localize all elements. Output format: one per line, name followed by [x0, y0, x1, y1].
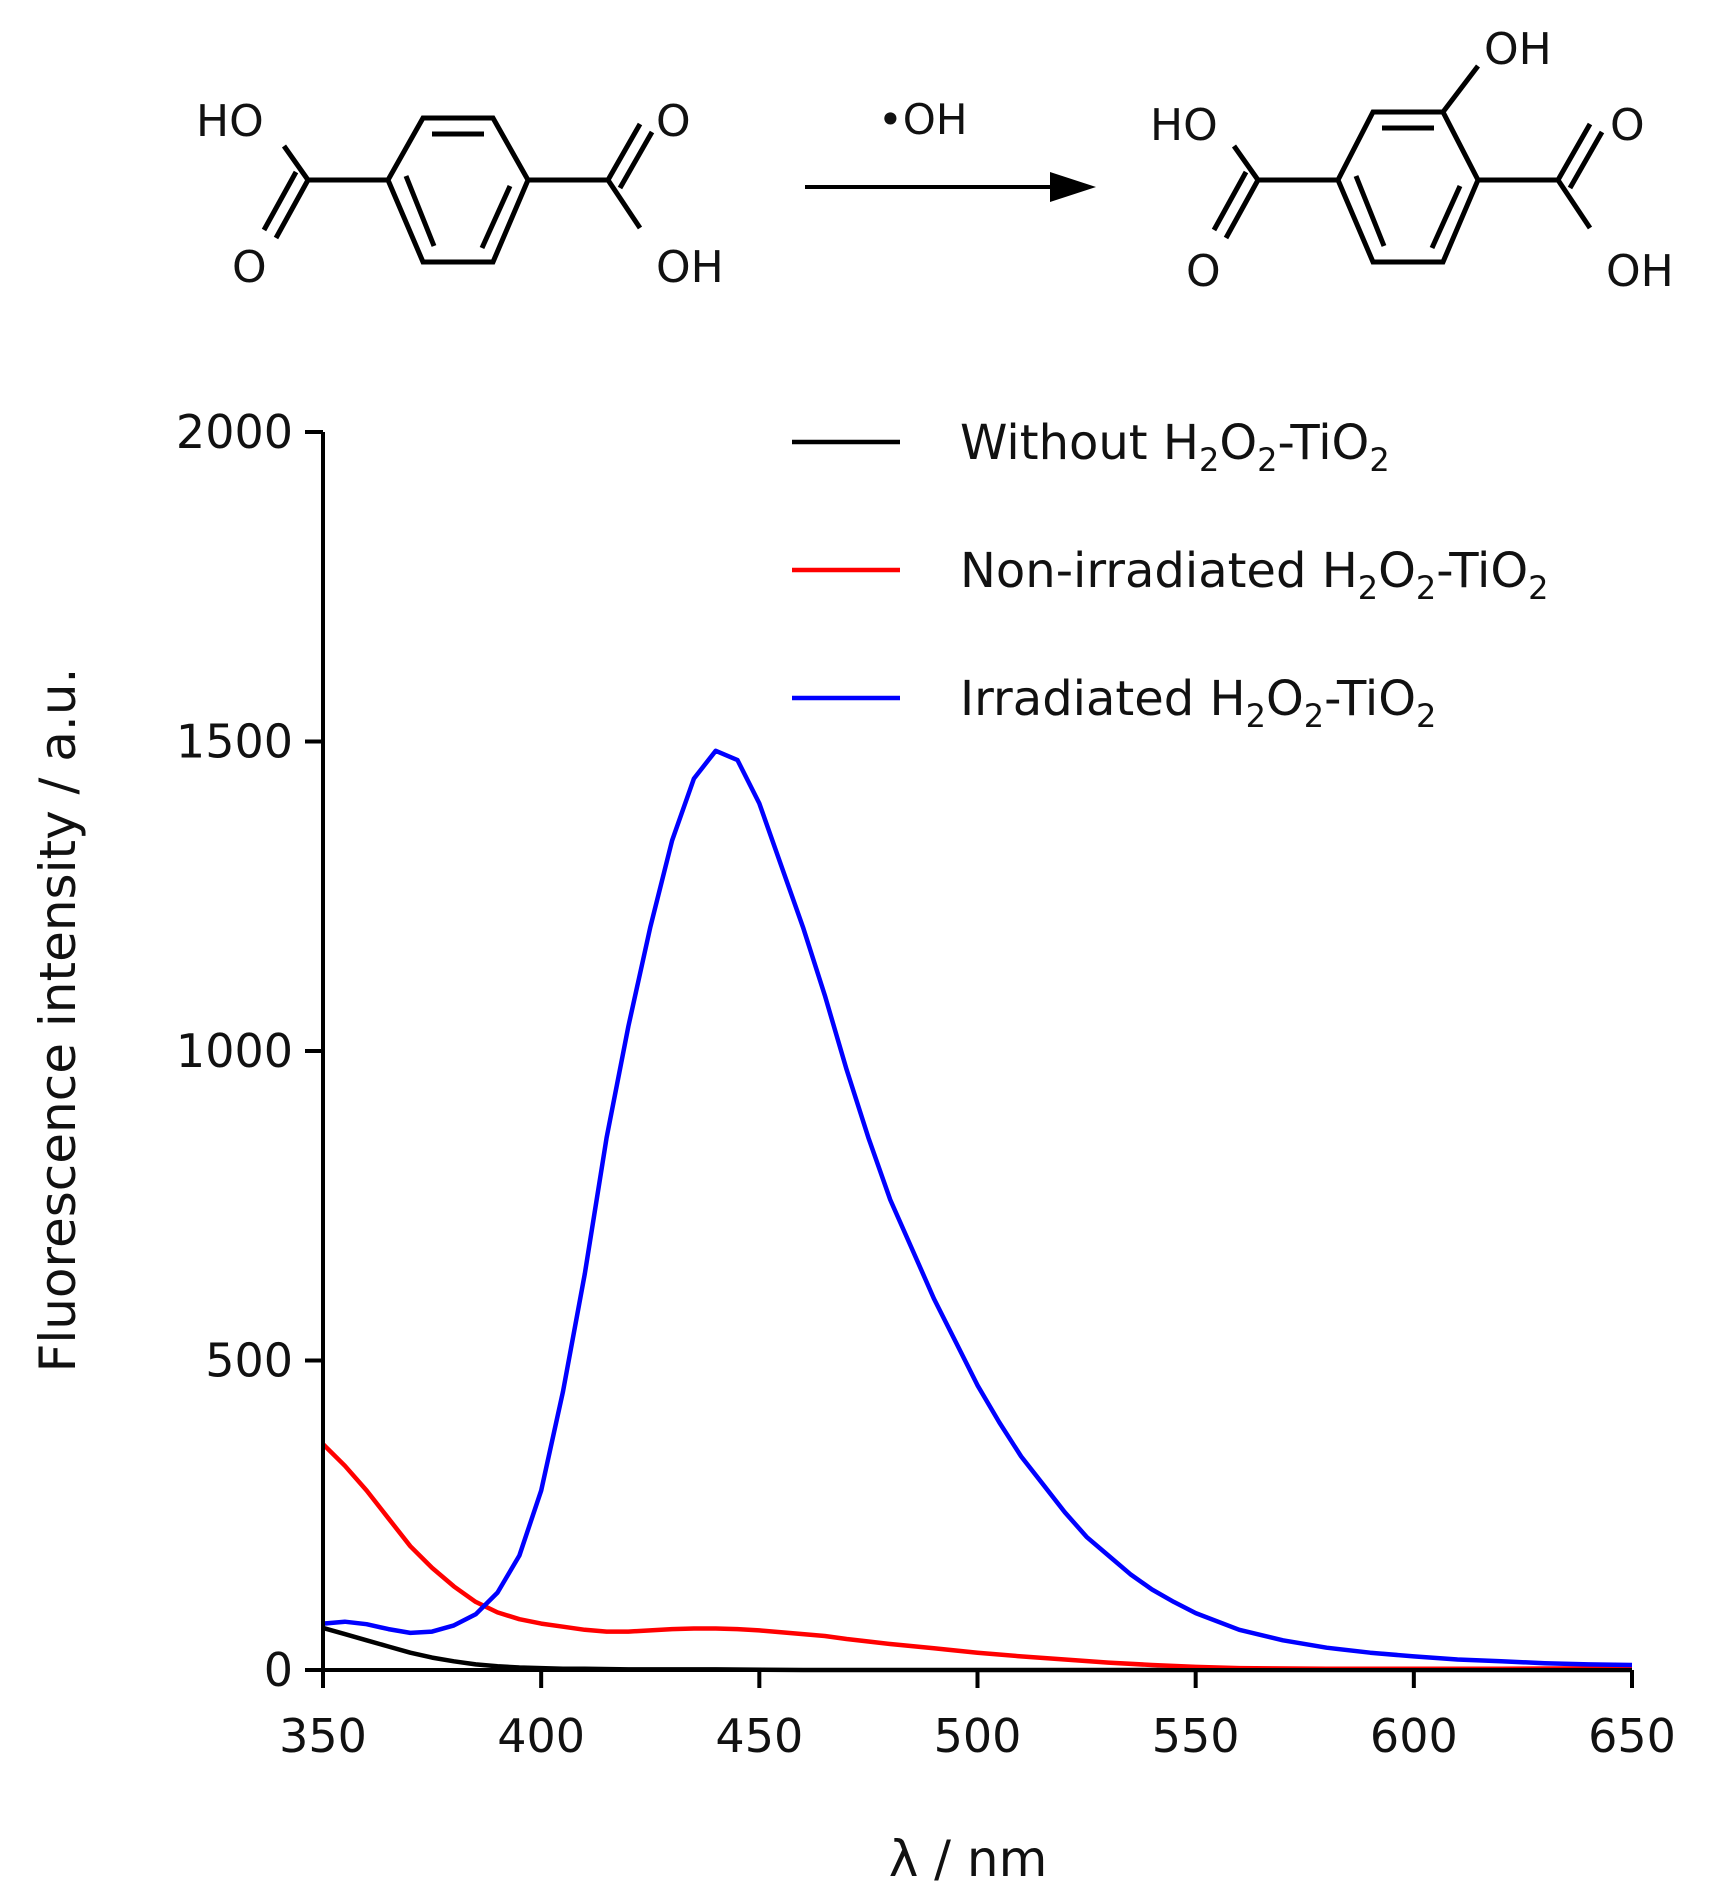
product-left-carbonyl-oxygen: O [1186, 246, 1221, 297]
legend: Without H2O2-TiO2 Non-irradiated H2O2-TiO… [792, 415, 1549, 735]
legend-label-1: Without H2O2-TiO2 [960, 415, 1390, 479]
arrow-head-icon [1050, 172, 1096, 202]
x-tick-label: 550 [1152, 1709, 1240, 1763]
reactant-left-oh-bond [281, 144, 311, 182]
x-tick-label: 650 [1588, 1709, 1676, 1763]
x-tick-label: 450 [715, 1709, 803, 1763]
fluorescence-chart: 0 500 1000 1500 2000 350 400 450 500 550 600 650 Fl… [29, 405, 1676, 1888]
x-tick-label: 600 [1370, 1709, 1458, 1763]
reactant-inner-double-bond-left [403, 175, 437, 247]
product-right-co-bond-b [1567, 130, 1605, 190]
y-tick-label: 500 [205, 1334, 293, 1388]
series-line-1 [322, 1625, 1632, 1673]
product-hydroxyterephthalic-acid [1211, 64, 1605, 265]
reactant-left-hydroxyl: HO [196, 96, 264, 147]
product-left-oh-bond [1231, 144, 1261, 182]
product-right-oh-bond [1555, 178, 1593, 230]
product-left-hydroxyl: HO [1150, 100, 1218, 151]
reactant-right-carbonyl-oxygen: O [656, 96, 691, 147]
y-axis-title: Fluorescence intensity / a.u. [29, 668, 87, 1373]
series-line-3 [322, 748, 1633, 1668]
reaction-scheme: HO O O OH •OH OH HO O O OH [196, 24, 1674, 297]
x-tick-label: 400 [497, 1709, 585, 1763]
x-tick-label: 500 [934, 1709, 1022, 1763]
reactant-right-co-bond-b [617, 130, 655, 190]
series-line-2 [321, 1442, 1633, 1672]
series-layer [321, 748, 1633, 1673]
product-ring-hydroxyl: OH [1484, 24, 1552, 75]
product-ring-oh-bond [1441, 64, 1480, 114]
legend-label-3: Irradiated H2O2-TiO2 [960, 671, 1436, 735]
reactant-left-carbonyl-oxygen: O [232, 242, 267, 293]
reaction-arrow [805, 172, 1096, 202]
reactant-right-co-bond-a [605, 122, 643, 182]
product-left-co-bond-a [1223, 178, 1261, 240]
reactant-right-oh-bond [605, 178, 643, 230]
y-tick-label: 1000 [176, 1024, 293, 1078]
reactant-inner-double-bond-right [479, 184, 513, 250]
product-left-co-bond-b [1211, 170, 1249, 232]
y-tick-label: 0 [264, 1643, 293, 1697]
reactant-terephthalic-acid [261, 115, 655, 265]
reactant-left-co-bond-a [273, 178, 311, 240]
product-right-co-bond-a [1555, 122, 1593, 182]
reactant-left-co-bond-b [261, 170, 299, 232]
reaction-reagent: •OH [878, 95, 967, 144]
product-inner-double-bond-right [1429, 184, 1463, 250]
x-tick-label: 350 [279, 1709, 367, 1763]
y-tick-label: 2000 [176, 405, 293, 459]
product-right-carbonyl-oxygen: O [1610, 100, 1645, 151]
product-right-hydroxyl: OH [1606, 246, 1674, 297]
product-inner-double-bond-left [1353, 175, 1387, 247]
y-tick-label: 1500 [176, 715, 293, 769]
x-axis-title: λ / nm [889, 1830, 1048, 1888]
legend-label-2: Non-irradiated H2O2-TiO2 [960, 543, 1549, 607]
axes-layer: 0 500 1000 1500 2000 350 400 450 500 550 600 650 [176, 405, 1676, 1763]
reactant-right-hydroxyl: OH [656, 242, 724, 293]
